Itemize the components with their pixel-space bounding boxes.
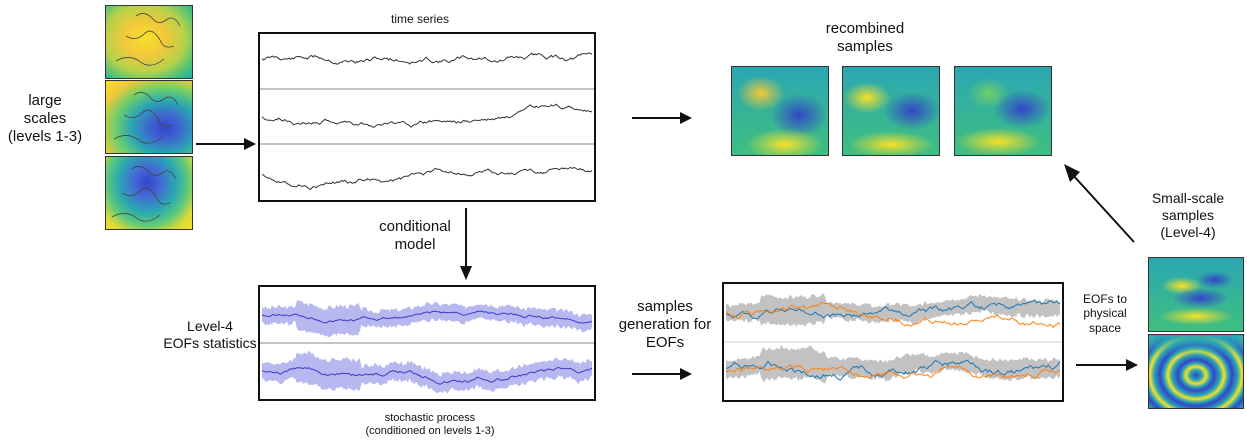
sample-line-blue-2 xyxy=(725,359,1061,381)
small-scale-sample-2 xyxy=(1148,334,1244,409)
samples-generation-label: samples generation for EOFs xyxy=(618,298,712,351)
coastline-overlay xyxy=(115,13,181,66)
time-series-label: time series xyxy=(390,12,449,26)
large-scale-map-3 xyxy=(105,156,193,230)
conditional-model-label: conditional model xyxy=(379,218,451,253)
eof-samples-panel xyxy=(722,282,1064,402)
arrow-eofs-physical xyxy=(1076,359,1138,371)
large-scales-label: large scales (levels 1-3) xyxy=(7,92,83,145)
stat-band-1 xyxy=(262,300,592,338)
time-series-panel xyxy=(258,32,596,202)
large-scale-map-2 xyxy=(105,80,193,154)
eofs-physical-label: EOFs to physical space xyxy=(1082,292,1127,335)
stochastic-process-panel xyxy=(258,285,596,401)
eof-samples-chart xyxy=(724,292,1062,384)
time-series-line-3 xyxy=(261,166,593,191)
sample-line-orange-2 xyxy=(725,363,1061,380)
coastline-overlay xyxy=(113,92,179,144)
coastline-overlay xyxy=(111,166,177,222)
arrow-conditional-model xyxy=(460,208,472,280)
stat-mean-line-2 xyxy=(261,366,593,385)
recombined-samples-label: recombined samples xyxy=(825,20,905,55)
stat-mean-line-1 xyxy=(261,310,593,324)
time-series-line-1 xyxy=(261,52,593,65)
recombined-sample-2 xyxy=(842,66,940,156)
stat-band-2 xyxy=(262,351,592,394)
sample-line-orange-1 xyxy=(725,301,1061,329)
arrow-to-time-series xyxy=(196,138,256,150)
small-scale-label: Small-scale samples (Level-4) xyxy=(1151,190,1225,240)
arrow-small-to-recombined xyxy=(1064,164,1135,243)
level4-stats-label: Level-4 EOFs statistics xyxy=(163,318,257,351)
arrow-to-recombined xyxy=(632,112,692,124)
arrow-samples-generation xyxy=(632,368,692,380)
time-series-chart xyxy=(260,52,594,191)
sample-band-2 xyxy=(726,344,1060,384)
sample-line-blue-1 xyxy=(725,300,1061,320)
large-scale-map-1 xyxy=(105,5,193,79)
time-series-line-2 xyxy=(261,103,593,128)
recombined-sample-3 xyxy=(954,66,1052,156)
recombined-sample-1 xyxy=(731,66,829,156)
stochastic-chart xyxy=(260,300,594,394)
small-scale-sample-1 xyxy=(1148,257,1244,332)
stochastic-process-label: stochastic process (conditioned on level… xyxy=(365,412,495,438)
